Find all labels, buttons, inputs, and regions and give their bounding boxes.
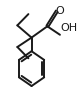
Text: O: O (56, 6, 64, 16)
Text: OH: OH (61, 23, 78, 33)
